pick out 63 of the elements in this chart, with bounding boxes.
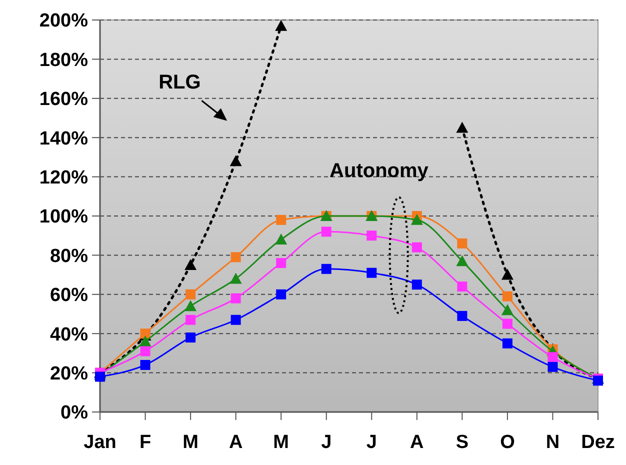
x-tick-label: A [410,432,424,453]
point [230,272,242,284]
point [186,314,196,325]
point [412,242,422,252]
point [230,155,242,166]
point [548,362,558,372]
point [502,291,512,302]
y-tick-label: 140% [39,128,88,150]
point [366,268,377,278]
point [276,289,286,300]
point [321,226,332,237]
x-tick-label: Dez [581,432,615,453]
point [186,332,196,343]
x-tick-label: J [321,432,332,453]
point [457,310,468,321]
point [186,289,196,300]
y-tick-label: 100% [39,206,88,228]
x-tick-label: M [182,432,198,453]
x-tick-label: J [366,432,377,453]
point [184,300,197,312]
point [457,238,468,248]
point [501,304,514,316]
point [230,293,241,304]
point [230,314,241,325]
point [321,264,332,274]
y-tick-label: 0% [60,402,88,424]
point [140,346,150,356]
point [412,280,422,290]
y-tick-label: 180% [39,50,88,71]
point [139,335,152,346]
point [410,214,423,225]
x-tick-label: S [456,432,469,453]
x-tick-label: F [139,432,152,453]
y-tick-label: 120% [39,167,88,188]
point [548,352,558,362]
point [457,282,468,292]
x-tick-label: M [273,432,290,453]
point [184,259,197,270]
y-tick-label: 200% [39,10,88,32]
point [275,20,288,31]
y-tick-label: 20% [50,363,88,384]
point [95,372,105,382]
x-tick-label: N [546,432,560,453]
point [502,338,512,348]
y-tick-label: 60% [50,285,88,306]
y-tick-label: 160% [39,89,88,110]
point [501,268,514,280]
point [502,318,512,329]
point [275,234,288,245]
point [276,258,286,268]
annotation: Autonomy [330,160,430,182]
annotation: RLG [158,72,201,94]
point [276,214,286,225]
x-tick-label: O [500,432,515,453]
point [456,255,468,266]
y-tick-label: 40% [50,324,88,346]
point [230,252,241,262]
x-tick-label: A [228,432,243,453]
point [140,360,150,370]
x-tick-label: Jan [84,432,116,453]
point [366,230,377,241]
point [456,122,468,133]
y-tick-label: 80% [50,246,88,267]
